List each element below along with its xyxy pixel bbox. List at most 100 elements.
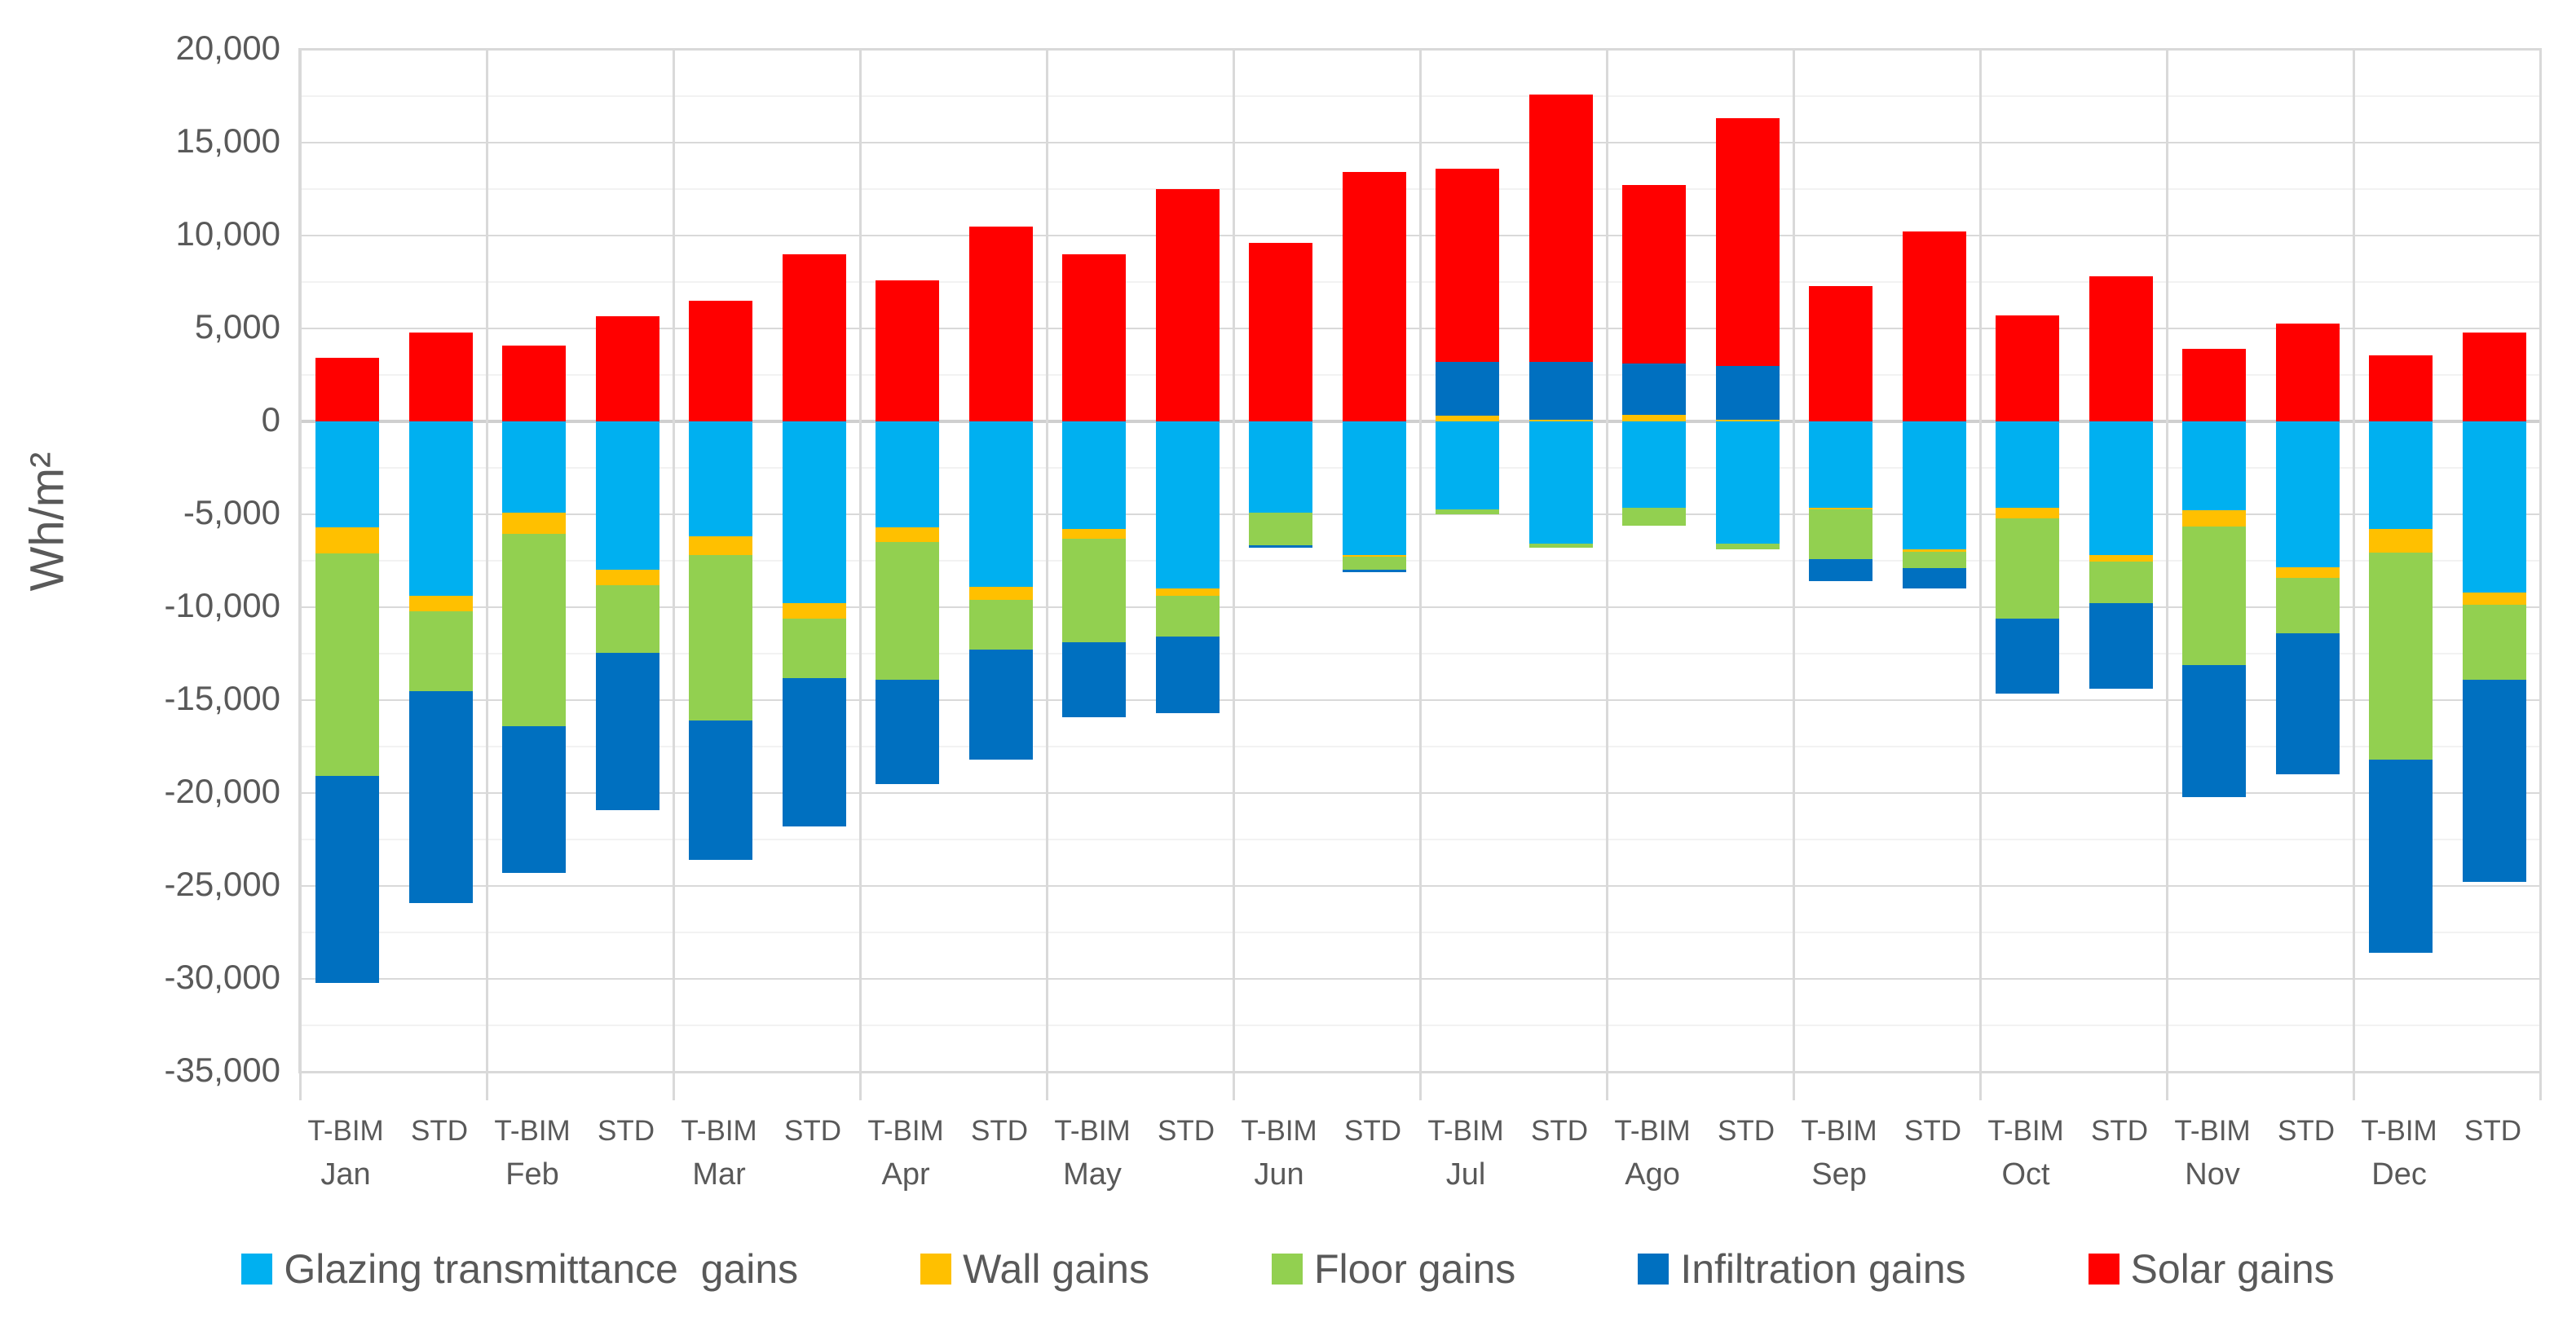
bar-segment-infiltration-feb-t-bim[interactable] [502, 725, 567, 874]
bar-segment-floor-sep-std[interactable] [1902, 551, 1967, 569]
bar-segment-glazing-may-std[interactable] [1155, 421, 1220, 589]
bar-segment-glazing-dec-t-bim[interactable] [2369, 421, 2433, 530]
bar-segment-wall-sep-std[interactable] [1902, 549, 1967, 552]
bar-segment-floor-mar-std[interactable] [782, 618, 847, 678]
bar-segment-solar-oct-std[interactable] [2089, 276, 2154, 421]
bar-segment-infiltration-may-t-bim[interactable] [1062, 642, 1127, 717]
bar-segment-floor-feb-std[interactable] [595, 584, 660, 653]
bar-segment-infiltration-ago-t-bim[interactable] [1622, 364, 1687, 415]
bar-segment-solar-jul-std[interactable] [1528, 94, 1594, 363]
bar-segment-wall-jul-t-bim[interactable] [1436, 416, 1500, 421]
bar-segment-infiltration-oct-t-bim[interactable] [1996, 618, 2060, 694]
bar-segment-floor-ago-std[interactable] [1715, 544, 1780, 550]
bar-segment-solar-dec-t-bim[interactable] [2369, 355, 2433, 421]
bar-segment-glazing-jan-std[interactable] [408, 421, 474, 597]
bar-segment-glazing-dec-std[interactable] [2462, 421, 2527, 593]
bar-segment-floor-nov-t-bim[interactable] [2182, 526, 2247, 665]
bar-segment-floor-nov-std[interactable] [2275, 577, 2340, 633]
bar-segment-solar-jun-std[interactable] [1342, 172, 1407, 421]
bar-segment-wall-jan-std[interactable] [408, 596, 474, 611]
bar-segment-infiltration-sep-t-bim[interactable] [1809, 558, 1873, 582]
bar-segment-floor-jul-t-bim[interactable] [1436, 509, 1500, 514]
bar-segment-solar-mar-std[interactable] [782, 253, 847, 421]
bar-segment-wall-may-std[interactable] [1155, 588, 1220, 597]
bar-segment-solar-jul-t-bim[interactable] [1436, 168, 1500, 363]
bar-segment-solar-apr-t-bim[interactable] [876, 280, 940, 421]
bar-segment-floor-may-std[interactable] [1155, 596, 1220, 637]
bar-segment-wall-jan-t-bim[interactable] [315, 527, 380, 553]
bar-segment-floor-ago-t-bim[interactable] [1622, 508, 1687, 526]
bar-segment-solar-ago-std[interactable] [1715, 118, 1780, 366]
bar-segment-wall-jun-std[interactable] [1342, 555, 1407, 557]
bar-segment-infiltration-apr-t-bim[interactable] [876, 679, 940, 784]
bar-segment-wall-jul-std[interactable] [1528, 419, 1594, 421]
bar-segment-infiltration-dec-std[interactable] [2462, 679, 2527, 883]
bar-segment-solar-ago-t-bim[interactable] [1622, 185, 1687, 364]
bar-segment-infiltration-jun-std[interactable] [1342, 570, 1407, 572]
bar-segment-glazing-mar-std[interactable] [782, 421, 847, 604]
bar-segment-wall-nov-t-bim[interactable] [2182, 510, 2247, 527]
bar-segment-infiltration-may-std[interactable] [1155, 637, 1220, 713]
bar-segment-solar-apr-std[interactable] [968, 226, 1034, 421]
bar-segment-solar-jun-t-bim[interactable] [1249, 243, 1313, 421]
bar-segment-floor-feb-t-bim[interactable] [502, 533, 567, 726]
bar-segment-glazing-jul-std[interactable] [1528, 421, 1594, 544]
bar-segment-glazing-nov-std[interactable] [2275, 421, 2340, 567]
bar-segment-wall-dec-std[interactable] [2462, 592, 2527, 605]
bar-segment-glazing-jun-std[interactable] [1342, 421, 1407, 556]
legend-item-wall[interactable]: Wall gains [920, 1245, 1149, 1293]
bar-segment-infiltration-jul-t-bim[interactable] [1436, 362, 1500, 416]
bar-segment-solar-jan-t-bim[interactable] [315, 358, 380, 421]
bar-segment-floor-mar-t-bim[interactable] [689, 555, 753, 721]
bar-segment-glazing-oct-std[interactable] [2089, 421, 2154, 556]
bar-segment-wall-oct-std[interactable] [2089, 555, 2154, 562]
bar-segment-glazing-jul-t-bim[interactable] [1436, 421, 1500, 510]
bar-segment-infiltration-mar-std[interactable] [782, 677, 847, 827]
bar-segment-glazing-apr-t-bim[interactable] [876, 421, 940, 527]
legend-item-solar[interactable]: Solar gains [2088, 1245, 2335, 1293]
bar-segment-glazing-sep-std[interactable] [1902, 421, 1967, 550]
bar-segment-glazing-jan-t-bim[interactable] [315, 421, 380, 527]
bar-segment-glazing-feb-std[interactable] [595, 421, 660, 571]
bar-segment-solar-mar-t-bim[interactable] [689, 300, 753, 421]
bar-segment-solar-feb-std[interactable] [595, 316, 660, 421]
bar-segment-floor-jul-std[interactable] [1528, 544, 1594, 549]
bar-segment-infiltration-jul-std[interactable] [1528, 362, 1594, 420]
bar-segment-wall-feb-std[interactable] [595, 570, 660, 585]
legend-item-infiltration[interactable]: Infiltration gains [1638, 1245, 1966, 1293]
bar-segment-glazing-ago-std[interactable] [1715, 421, 1780, 544]
bar-segment-infiltration-dec-t-bim[interactable] [2369, 759, 2433, 954]
bar-segment-infiltration-oct-std[interactable] [2089, 603, 2154, 690]
bar-segment-infiltration-mar-t-bim[interactable] [689, 720, 753, 861]
bar-segment-infiltration-jan-std[interactable] [408, 690, 474, 903]
bar-segment-solar-oct-t-bim[interactable] [1996, 315, 2060, 421]
bar-segment-floor-apr-t-bim[interactable] [876, 542, 940, 680]
bar-segment-glazing-apr-std[interactable] [968, 421, 1034, 587]
bar-segment-glazing-oct-t-bim[interactable] [1996, 421, 2060, 509]
bar-segment-glazing-may-t-bim[interactable] [1062, 421, 1127, 530]
bar-segment-floor-jun-std[interactable] [1342, 557, 1407, 571]
bar-segment-floor-dec-std[interactable] [2462, 604, 2527, 680]
bar-segment-glazing-jun-t-bim[interactable] [1249, 421, 1313, 513]
bar-segment-wall-mar-t-bim[interactable] [689, 536, 753, 556]
bar-segment-wall-sep-t-bim[interactable] [1809, 508, 1873, 510]
bar-segment-floor-jan-std[interactable] [408, 610, 474, 691]
bar-segment-wall-ago-std[interactable] [1715, 419, 1780, 421]
bar-segment-solar-sep-t-bim[interactable] [1809, 285, 1873, 421]
bar-segment-wall-apr-t-bim[interactable] [876, 527, 940, 543]
bar-segment-solar-may-std[interactable] [1155, 189, 1220, 421]
bar-segment-wall-feb-t-bim[interactable] [502, 512, 567, 534]
bar-segment-glazing-mar-t-bim[interactable] [689, 421, 753, 537]
bar-segment-glazing-sep-t-bim[interactable] [1809, 421, 1873, 509]
bar-segment-floor-oct-std[interactable] [2089, 562, 2154, 604]
legend-item-floor[interactable]: Floor gains [1271, 1245, 1515, 1293]
bar-segment-solar-feb-t-bim[interactable] [502, 345, 567, 421]
bar-segment-infiltration-nov-t-bim[interactable] [2182, 664, 2247, 797]
bar-segment-wall-may-t-bim[interactable] [1062, 529, 1127, 539]
bar-segment-floor-sep-t-bim[interactable] [1809, 509, 1873, 559]
bar-segment-wall-dec-t-bim[interactable] [2369, 529, 2433, 553]
bar-segment-floor-may-t-bim[interactable] [1062, 538, 1127, 643]
bar-segment-glazing-ago-t-bim[interactable] [1622, 421, 1687, 509]
bar-segment-wall-oct-t-bim[interactable] [1996, 508, 2060, 518]
legend-item-glazing[interactable]: Glazing transmittance gains [241, 1245, 798, 1293]
